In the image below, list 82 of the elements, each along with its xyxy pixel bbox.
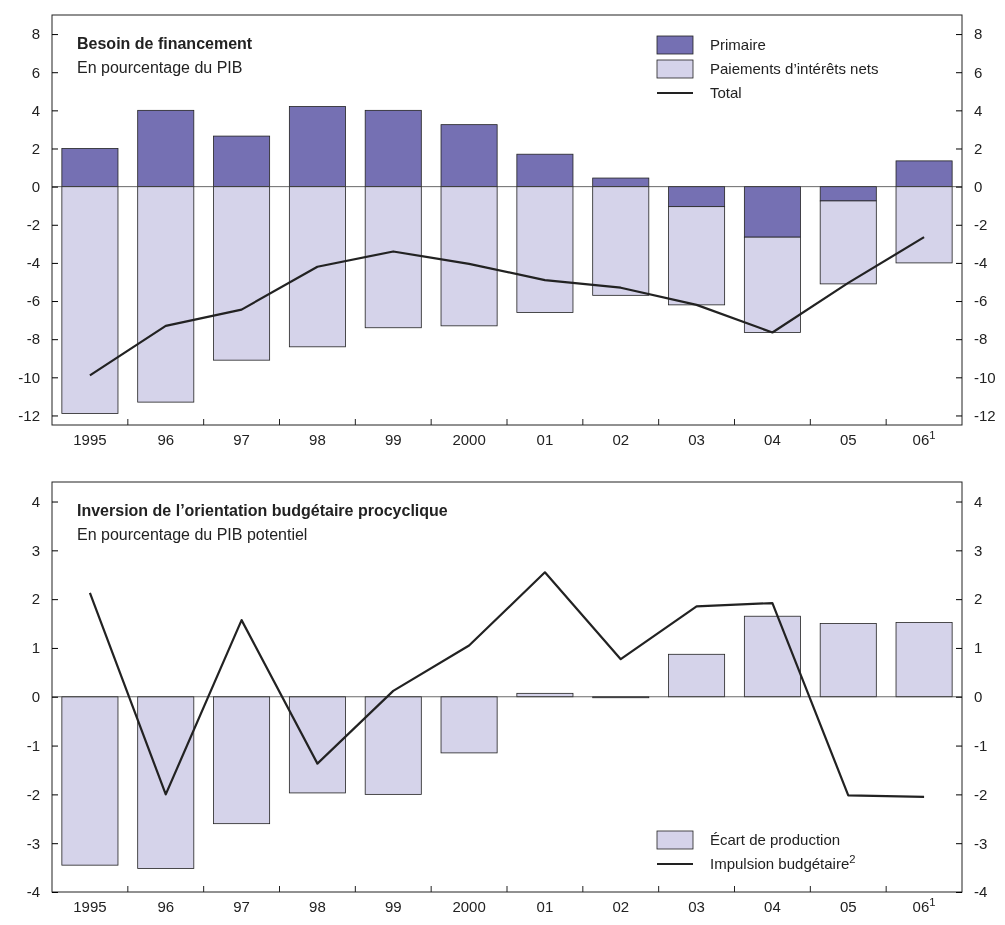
y-tick-label: -8 [26, 330, 40, 348]
x-tick-label: 05 [839, 898, 857, 915]
y-tick-label: 2 [31, 590, 40, 608]
y2-tick-label: -3 [974, 834, 988, 852]
x-tick-label: 97 [233, 898, 250, 915]
y-tick-label: -10 [18, 368, 40, 386]
x-tick-label: 96 [157, 898, 175, 915]
x-tick-label: 1995 [73, 431, 107, 448]
x-tick-label: 01 [536, 431, 554, 448]
y-tick-label: 0 [31, 688, 40, 706]
text: En pourcentage du PIB potentiel [77, 526, 308, 543]
y2-tick-label: -8 [974, 330, 988, 348]
y2-tick-label: -2 [974, 216, 988, 234]
bar [668, 653, 726, 698]
y-tick-label: 3 [31, 541, 40, 559]
y-tick-label: -1 [26, 736, 40, 754]
legend-label: Paiements d’intérêts nets [710, 60, 879, 77]
y-tick-label: -4 [26, 254, 40, 272]
y2-tick-label: 1 [974, 639, 983, 657]
y2-tick-label: 8 [974, 25, 983, 43]
y-tick-label: -6 [26, 292, 40, 310]
y2-tick-label: -2 [974, 785, 988, 803]
y-tick-label: 0 [31, 177, 40, 195]
x-tick-label: 03 [688, 431, 705, 448]
x-tick-label: 06$^{1}$ [912, 429, 936, 448]
legend-label: Impulsion budgétaire$^{2}$ [710, 853, 856, 872]
bar [819, 623, 877, 698]
y-tick-label: -2 [26, 785, 40, 803]
y2-tick-label: 3 [974, 541, 983, 559]
y2-tick-label: 0 [974, 177, 983, 195]
bar [213, 696, 271, 825]
bar [61, 696, 119, 866]
y-tick-label: -3 [26, 834, 40, 852]
y2-tick-label: -4 [974, 883, 988, 901]
x-tick-label: 04 [764, 431, 781, 448]
y-tick-label: 4 [31, 492, 40, 510]
x-tick-label: 04 [764, 898, 781, 915]
x-tick-label: 2000 [452, 898, 486, 915]
bar [743, 615, 801, 698]
bar [288, 696, 346, 794]
x-tick-label: 96 [157, 431, 175, 448]
x-tick-label: 01 [536, 898, 554, 915]
y2-tick-label: 4 [974, 101, 983, 119]
y-tick-label: 1 [31, 639, 40, 657]
y-tick-label: -2 [26, 216, 40, 234]
legend-label: Total [710, 84, 742, 101]
y-tick-label: -4 [26, 883, 40, 901]
y2-tick-label: -6 [974, 292, 988, 310]
bar [895, 622, 953, 698]
bar [364, 696, 422, 795]
x-tick-label: 2000 [452, 431, 486, 448]
text: Inversion de l’orientation budgétaire procyclique [77, 502, 448, 519]
x-tick-label: 02 [612, 431, 630, 448]
x-tick-label: 98 [309, 431, 326, 448]
x-tick-label: 98 [309, 898, 326, 915]
y2-tick-label: 6 [974, 63, 983, 81]
x-tick-label: 03 [688, 898, 705, 915]
legend-label: Écart de production [710, 831, 841, 848]
x-tick-label: 02 [612, 898, 630, 915]
y-tick-label: 4 [31, 101, 40, 119]
y2-tick-label: -4 [974, 254, 988, 272]
y-tick-label: 8 [31, 25, 40, 43]
y2-tick-label: 4 [974, 492, 983, 510]
y-tick-label: 6 [31, 63, 40, 81]
y2-tick-label: 2 [974, 590, 983, 608]
bar [440, 696, 498, 754]
y-tick-label: 2 [31, 139, 40, 157]
x-tick-label: 06$^{1}$ [912, 896, 936, 915]
text: Besoin de financement [77, 35, 253, 52]
x-tick-label: 99 [384, 431, 402, 448]
y2-tick-label: 0 [974, 688, 983, 706]
x-tick-label: 99 [384, 898, 402, 915]
legend-label: Primaire [710, 36, 766, 53]
y2-tick-label: -12 [974, 406, 996, 424]
y2-tick-label: 2 [974, 139, 983, 157]
text: En pourcentage du PIB [77, 59, 243, 76]
x-tick-label: 97 [233, 431, 250, 448]
y2-tick-label: -1 [974, 736, 988, 754]
x-tick-label: 1995 [73, 898, 107, 915]
x-tick-label: 05 [839, 431, 857, 448]
y-tick-label: -12 [18, 406, 40, 424]
y2-tick-label: -10 [974, 368, 996, 386]
